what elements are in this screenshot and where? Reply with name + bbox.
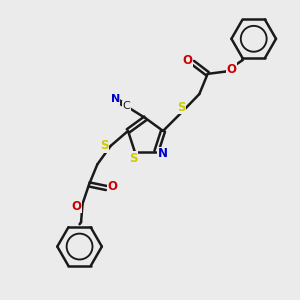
Text: O: O [226,63,236,76]
Text: O: O [182,54,192,67]
Text: O: O [72,200,82,213]
Text: C: C [123,101,130,111]
Text: S: S [177,101,186,114]
Text: N: N [111,94,120,104]
Text: S: S [129,152,137,165]
Text: O: O [108,180,118,193]
Text: S: S [100,139,109,152]
Text: N: N [158,147,168,161]
